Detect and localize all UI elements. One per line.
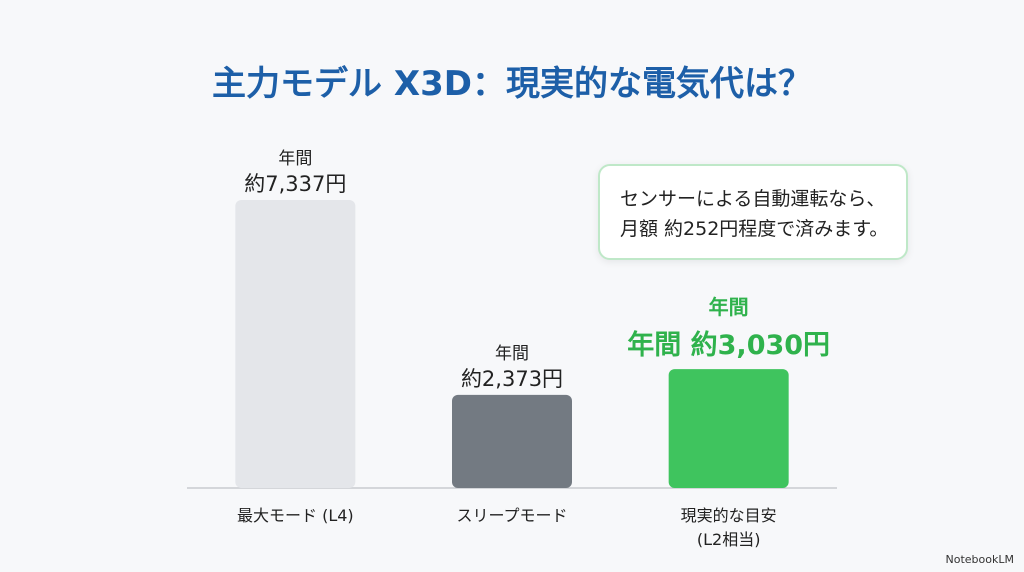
- value-label: 年間 約3,030円: [627, 330, 831, 362]
- bar: [452, 394, 572, 488]
- x-tick-label: 最大モード (L4): [236, 506, 354, 525]
- x-tick-label: スリープモード: [456, 506, 568, 525]
- value-label: 約2,373円: [460, 366, 564, 391]
- value-label-header: 年間: [495, 343, 529, 364]
- bar: [235, 200, 356, 488]
- x-tick-label: 現実的な目安 (L2相当): [680, 506, 777, 549]
- chart-title: 主力モデル X3D：現実的な電気代は？: [212, 64, 812, 104]
- bar: [668, 369, 789, 488]
- footer: NotebookLM: [945, 553, 1014, 566]
- value-label: 約7,337円: [244, 172, 347, 196]
- annotation: センサーによる自動運転なら、 月額 約252円程度で済みます。: [598, 164, 908, 260]
- value-label-header: 年間: [278, 149, 313, 169]
- value-label-header: 年間: [708, 295, 749, 320]
